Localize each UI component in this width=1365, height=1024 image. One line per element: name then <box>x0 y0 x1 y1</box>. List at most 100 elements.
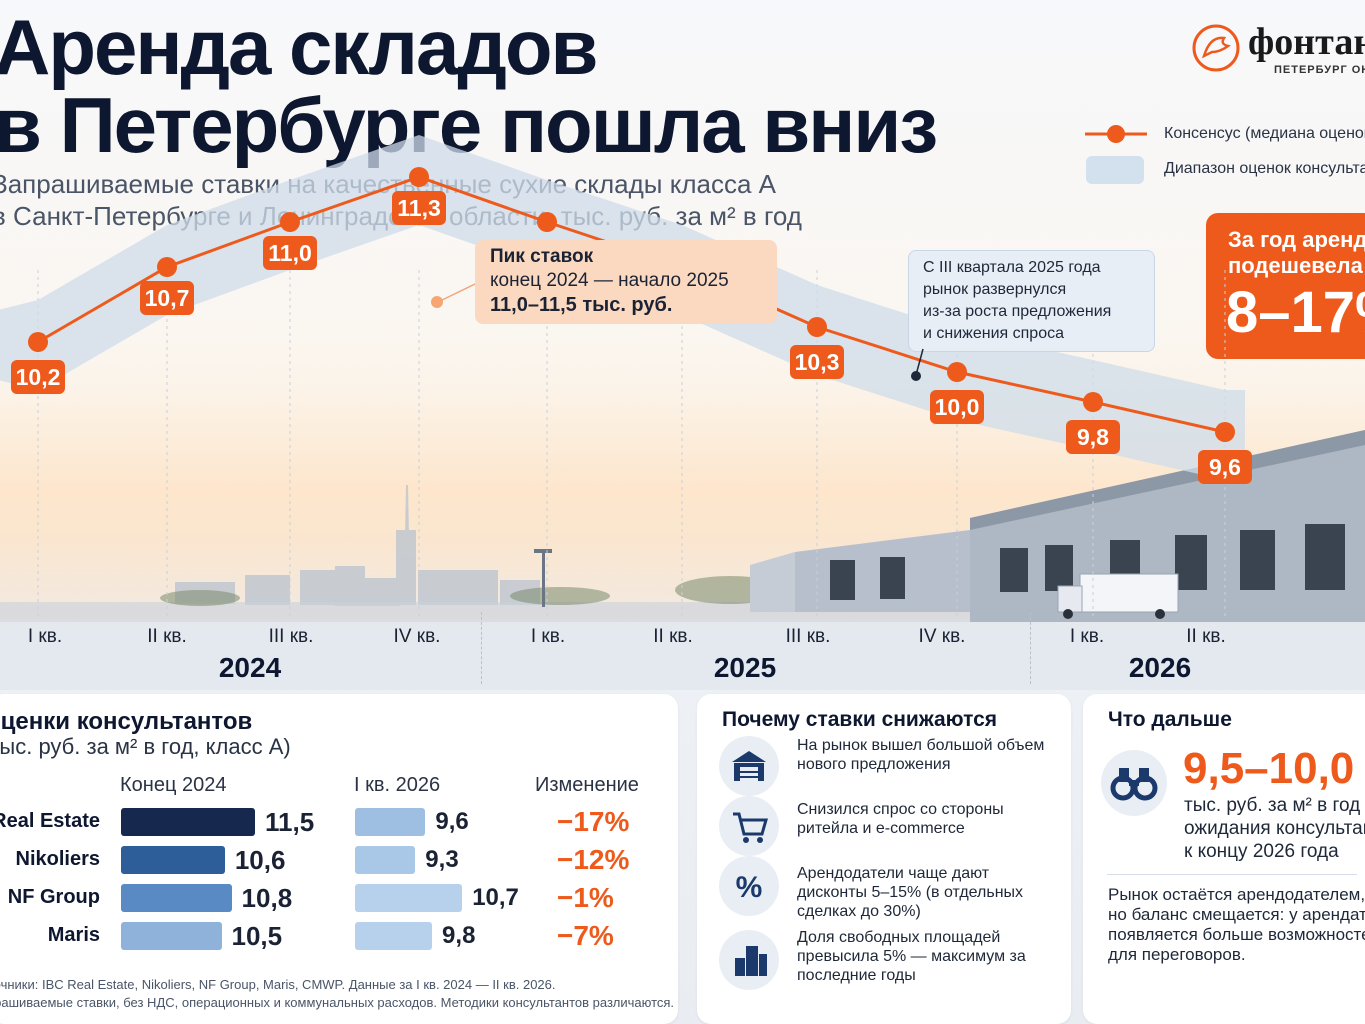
data-point <box>280 212 300 232</box>
annual-drop-callout: За год аренда подешевела на 8–17% <box>1206 213 1365 359</box>
reason-icon-wrap-1 <box>719 736 779 796</box>
logo-name: фонтанка <box>1248 21 1365 63</box>
consultant-name: IBC Real Estate <box>0 810 100 832</box>
bar-end-2024 <box>121 884 232 912</box>
callout-value: 8–17% <box>1226 280 1365 345</box>
peak-note-period: конец 2024 — начало 2025 <box>490 270 729 291</box>
bar-end-2024 <box>121 808 255 836</box>
data-label: 11,3 <box>397 195 441 221</box>
outlook-note-line-3: появляется больше возможностей <box>1108 925 1365 944</box>
rent-line-chart: 10,210,711,011,311,010,710,310,09,89,6 <box>0 135 1252 620</box>
quarter-label: IV кв. <box>918 626 966 647</box>
data-point <box>947 362 967 382</box>
peak-note-title: Пик ставок <box>490 246 594 267</box>
year-divider <box>1030 612 1031 684</box>
value-q1-2026: 9,6 <box>435 808 469 835</box>
turn-note-line-3: из-за роста предложения <box>923 303 1112 320</box>
outlook-note-line-4: для переговоров. <box>1108 945 1246 964</box>
turn-note-line-4: и снижения спроса <box>923 325 1064 342</box>
binoculars-icon <box>1110 768 1158 801</box>
legend-band-label: Диапазон оценок консультантов <box>1164 160 1365 177</box>
data-label-bg <box>263 236 317 270</box>
svg-text:%: % <box>736 871 763 904</box>
data-label-bg <box>140 281 194 315</box>
fontanka-logo: фонтанка ПЕТЕРБУРГ ОНЛАЙН <box>1190 18 1365 78</box>
value-q1-2026: 9,3 <box>425 846 459 873</box>
estimates-card: Оценки консультантов (тыс. руб. за м² в … <box>0 694 678 1024</box>
data-label-bg <box>11 360 65 394</box>
reason-text-1: На рынок вышел большой объем нового пред… <box>797 737 1045 773</box>
value-end-2024: 10,8 <box>241 883 293 913</box>
data-label: 10,2 <box>16 364 61 390</box>
data-label: 10,7 <box>145 285 190 311</box>
data-point <box>807 317 827 337</box>
value-q1-2026: 9,8 <box>442 922 476 949</box>
quarter-label: IV кв. <box>393 626 441 647</box>
quarter-label: I кв. <box>1069 626 1105 647</box>
buildings-icon <box>735 946 767 976</box>
outlook-desc-line-1: тыс. руб. за м² в год — <box>1184 795 1365 816</box>
turn-note-pointer <box>911 348 924 381</box>
data-label-bg <box>392 191 446 225</box>
bar-end-2024 <box>121 846 225 874</box>
consultant-name: NF Group <box>7 886 100 908</box>
outlook-desc-line-2: ожидания консультантов <box>1184 818 1365 839</box>
quarter-label: I кв. <box>530 626 566 647</box>
outlook-desc-line-3: к концу 2026 года <box>1184 841 1339 862</box>
quarter-label: III кв. <box>268 626 314 647</box>
bar-q1-2026 <box>355 922 433 950</box>
value-end-2024: 11,5 <box>265 807 315 837</box>
data-label: 10,3 <box>795 349 840 375</box>
data-point <box>28 332 48 352</box>
change-value: −17% <box>557 806 630 837</box>
outlook-divider <box>1107 874 1357 875</box>
outlook-note: Рынок остаётся арендодателем, но баланс … <box>1108 885 1365 965</box>
quarter-label: II кв. <box>653 626 693 647</box>
value-end-2024: 10,6 <box>234 845 286 875</box>
peak-note: Пик ставок конец 2024 — начало 2025 11,0… <box>475 240 777 324</box>
quarter-label: II кв. <box>1186 626 1226 647</box>
change-value: −12% <box>557 844 630 875</box>
reason-text-2: Снизился спрос со стороны ритейла и e-co… <box>797 801 1004 837</box>
footnote-sources: Источники: IBC Real Estate, Nikoliers, N… <box>0 977 556 992</box>
reason-text-4: Доля свободных площадей превысила 5% — м… <box>797 929 1026 984</box>
consultant-name: Maris <box>47 924 100 946</box>
estimates-title: Оценки консультантов <box>0 708 253 735</box>
estimates-unit: (тыс. руб. за м² в год, класс А) <box>0 734 291 759</box>
data-label: 10,0 <box>935 394 980 420</box>
market-turn-note: С III квартала 2025 года рынок развернул… <box>908 250 1155 352</box>
turn-note-line-1: С III квартала 2025 года <box>923 259 1101 276</box>
data-point <box>1215 422 1235 442</box>
year-label: 2024 <box>218 652 282 683</box>
data-label: 9,6 <box>1209 454 1241 480</box>
peak-note-value: 11,0–11,5 тыс. руб. <box>490 294 673 316</box>
quarter-label: I кв. <box>27 626 63 647</box>
warehouse-icon <box>732 751 766 781</box>
data-label: 11,0 <box>268 240 312 266</box>
year-label: 2026 <box>1128 652 1192 683</box>
year-divider <box>481 612 482 684</box>
callout-line-1: За год аренда <box>1228 227 1365 252</box>
reasons-card: Почему ставки снижаются На рынок вышел б… <box>697 694 1071 1024</box>
change-value: −1% <box>557 882 614 913</box>
outlook-value: 9,5–10,0 <box>1183 744 1355 793</box>
quarter-label: III кв. <box>785 626 831 647</box>
reasons-title: Почему ставки снижаются <box>722 708 998 731</box>
data-label-bg <box>1066 420 1120 454</box>
bar-q1-2026 <box>355 846 416 874</box>
outlook-note-line-1: Рынок остаётся арендодателем, <box>1108 885 1365 904</box>
quarter-label: II кв. <box>147 626 187 647</box>
consultant-name: Nikoliers <box>15 848 100 870</box>
outlook-note-line-2: но баланс смещается: у арендаторов <box>1108 905 1365 924</box>
value-q1-2026: 10,7 <box>472 884 519 911</box>
bar-q1-2026 <box>355 884 463 912</box>
col-q1-2026: I кв. 2026 <box>354 774 441 796</box>
outlook-icon-wrap <box>1101 750 1167 816</box>
legend-band-swatch <box>1086 156 1144 184</box>
legend-line-label: Консенсус (медиана оценок) <box>1164 125 1365 142</box>
cart-icon <box>733 812 768 843</box>
bar-q1-2026 <box>355 808 426 836</box>
reason-icon-wrap-4 <box>719 930 779 990</box>
callout-line-2: подешевела на <box>1228 253 1365 278</box>
fontanka-horse-icon <box>1192 24 1240 72</box>
